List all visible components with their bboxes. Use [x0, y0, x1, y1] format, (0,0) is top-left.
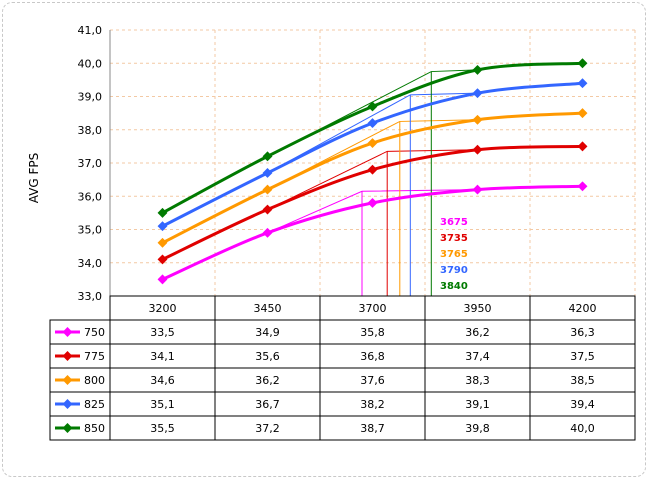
x-tick-label: 3450 — [254, 302, 282, 315]
legend-marker — [62, 327, 73, 337]
data-point — [472, 88, 483, 99]
y-tick-label: 34,0 — [78, 257, 103, 270]
data-point — [472, 184, 483, 195]
data-point — [157, 221, 168, 232]
grid-lines — [109, 29, 636, 297]
data-point — [157, 237, 168, 248]
legend-marker — [62, 399, 73, 409]
threshold-segment — [267, 92, 478, 174]
table-cell: 36,2 — [255, 374, 280, 387]
table-header-row — [109, 295, 636, 321]
data-point — [367, 118, 378, 129]
table-cell: 39,8 — [465, 422, 490, 435]
data-point — [262, 184, 273, 195]
table-cell: 36,3 — [570, 326, 595, 339]
data-point — [577, 181, 588, 192]
data-point — [367, 164, 378, 175]
table-cell: 36,7 — [255, 398, 280, 411]
data-point — [577, 141, 588, 152]
chart-frame — [2, 2, 646, 477]
data-point — [262, 227, 273, 238]
table-cell: 36,8 — [360, 350, 385, 363]
y-tick-label: 39,0 — [78, 91, 103, 104]
x-tick-label: 3700 — [359, 302, 387, 315]
threshold-segment — [267, 149, 478, 210]
y-tick-label: 33,0 — [78, 290, 103, 303]
data-point — [472, 114, 483, 125]
data-point — [262, 168, 273, 178]
data-point — [472, 144, 483, 155]
table-row — [49, 319, 636, 345]
table-cell: 34,1 — [150, 350, 175, 363]
legend-marker — [62, 375, 73, 385]
legend-label: 750 — [84, 326, 105, 339]
table-cell: 37,5 — [570, 350, 595, 363]
table-cell: 35,6 — [255, 350, 280, 363]
table-cell: 35,5 — [150, 422, 175, 435]
threshold-label: 3765 — [440, 249, 468, 260]
y-tick-label: 35,0 — [78, 224, 103, 237]
threshold-label: 3840 — [440, 281, 468, 292]
table-cell: 34,9 — [255, 326, 280, 339]
x-tick-label: 3200 — [149, 302, 177, 315]
data-point — [262, 151, 273, 162]
table-cell: 38,5 — [570, 374, 595, 387]
threshold-label: 3735 — [440, 233, 468, 244]
legend-label: 775 — [84, 350, 105, 363]
data-point — [577, 108, 588, 119]
y-tick-label: 36,0 — [78, 190, 103, 203]
table-cell: 35,1 — [150, 398, 175, 411]
legend-marker — [62, 423, 73, 433]
y-tick-label: 41,0 — [78, 24, 103, 37]
table-row — [49, 367, 636, 393]
legend-label: 800 — [84, 374, 105, 387]
threshold-labels: 3675 3735 3765 3790 3840 — [440, 217, 468, 292]
y-tick-label: 37,0 — [78, 157, 103, 170]
data-point — [262, 204, 273, 215]
data-point — [472, 64, 483, 75]
x-tick-label: 3950 — [464, 302, 492, 315]
table-row — [49, 415, 636, 441]
table-cell: 36,2 — [465, 326, 490, 339]
data-point — [577, 58, 588, 69]
table-cell: 39,4 — [570, 398, 595, 411]
y-axis-label: AVG FPS — [27, 153, 41, 204]
legend-label: 850 — [84, 422, 105, 435]
data-point — [577, 78, 588, 89]
data-point — [157, 207, 168, 218]
table-cell: 38,3 — [465, 374, 490, 387]
table-cell: 37,4 — [465, 350, 490, 363]
x-tick-label: 4200 — [569, 302, 597, 315]
data-point — [367, 101, 378, 112]
y-axis-ticks: 33,0 34,0 35,0 36,0 37,0 38,0 39,0 40,0 41,0 — [78, 24, 103, 303]
table-cell: 35,8 — [360, 326, 385, 339]
data-point — [157, 254, 168, 265]
data-table: 3200 3450 3700 3950 4200 750 33,5 34,9 35,8 36,2 3… — [49, 295, 636, 441]
y-tick-label: 40,0 — [78, 57, 103, 70]
data-point — [157, 274, 168, 285]
table-cell: 39,1 — [465, 398, 490, 411]
table-row — [49, 391, 636, 417]
table-cell: 33,5 — [150, 326, 175, 339]
threshold-segment — [267, 189, 478, 234]
threshold-label: 3675 — [440, 217, 468, 228]
y-tick-label: 38,0 — [78, 124, 103, 137]
table-cell: 40,0 — [570, 422, 595, 435]
series-lines — [157, 58, 588, 285]
data-point — [367, 138, 378, 148]
threshold-label: 3790 — [440, 265, 468, 276]
table-cell: 37,6 — [360, 374, 385, 387]
table-cell: 37,2 — [255, 422, 280, 435]
legend-label: 825 — [84, 398, 105, 411]
table-row — [49, 343, 636, 369]
table-cell: 34,6 — [150, 374, 175, 387]
legend-marker — [62, 351, 73, 361]
table-cell: 38,7 — [360, 422, 385, 435]
series-line-850 — [161, 61, 583, 215]
table-cell: 38,2 — [360, 398, 385, 411]
data-point — [367, 197, 378, 208]
